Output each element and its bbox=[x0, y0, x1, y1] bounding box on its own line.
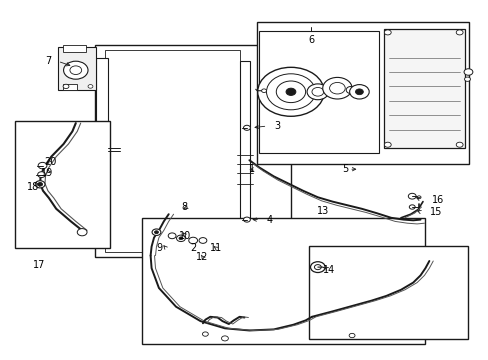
Circle shape bbox=[38, 183, 42, 186]
Text: 5: 5 bbox=[342, 164, 348, 174]
Text: 19: 19 bbox=[41, 168, 53, 178]
Circle shape bbox=[168, 233, 176, 239]
Circle shape bbox=[310, 262, 325, 273]
Circle shape bbox=[179, 237, 183, 240]
Circle shape bbox=[38, 162, 47, 169]
Circle shape bbox=[349, 85, 368, 99]
Circle shape bbox=[202, 332, 208, 336]
Text: 17: 17 bbox=[33, 260, 45, 270]
Bar bbox=[383, 29, 464, 148]
Circle shape bbox=[243, 217, 250, 222]
Circle shape bbox=[285, 88, 295, 95]
Bar bbox=[62, 45, 85, 52]
Circle shape bbox=[35, 181, 45, 188]
Circle shape bbox=[152, 229, 161, 235]
Circle shape bbox=[176, 235, 185, 242]
Circle shape bbox=[384, 142, 390, 147]
Text: 12: 12 bbox=[195, 252, 207, 262]
Bar bbox=[62, 84, 77, 90]
Circle shape bbox=[199, 238, 206, 243]
Circle shape bbox=[221, 336, 228, 341]
Text: 9: 9 bbox=[156, 243, 163, 253]
Circle shape bbox=[346, 86, 355, 94]
Circle shape bbox=[261, 89, 266, 93]
Circle shape bbox=[38, 172, 45, 177]
Circle shape bbox=[384, 30, 390, 35]
Circle shape bbox=[329, 82, 345, 94]
Circle shape bbox=[355, 89, 363, 95]
Circle shape bbox=[70, 66, 81, 75]
Circle shape bbox=[63, 61, 88, 79]
Bar bbox=[58, 47, 96, 90]
Circle shape bbox=[463, 69, 472, 75]
Text: 3: 3 bbox=[273, 121, 280, 131]
Circle shape bbox=[348, 333, 354, 338]
Circle shape bbox=[88, 85, 93, 88]
Circle shape bbox=[416, 196, 420, 199]
Circle shape bbox=[276, 81, 305, 103]
Circle shape bbox=[77, 229, 87, 236]
Circle shape bbox=[311, 87, 323, 96]
Circle shape bbox=[455, 30, 462, 35]
Circle shape bbox=[243, 125, 250, 130]
Circle shape bbox=[306, 84, 328, 100]
Bar bbox=[256, 22, 468, 164]
Circle shape bbox=[188, 237, 197, 244]
Text: 4: 4 bbox=[266, 215, 272, 225]
Text: 14: 14 bbox=[322, 265, 334, 275]
Circle shape bbox=[322, 77, 351, 99]
Text: 20: 20 bbox=[44, 157, 56, 167]
Circle shape bbox=[408, 205, 414, 209]
Text: 10: 10 bbox=[178, 231, 190, 241]
Circle shape bbox=[257, 67, 324, 116]
Text: 6: 6 bbox=[307, 35, 314, 45]
Text: 16: 16 bbox=[431, 195, 443, 205]
Bar bbox=[142, 218, 425, 344]
Circle shape bbox=[455, 142, 462, 147]
Circle shape bbox=[314, 265, 321, 270]
Circle shape bbox=[63, 84, 69, 89]
Text: 18: 18 bbox=[27, 182, 39, 192]
Bar bbox=[239, 61, 250, 236]
Circle shape bbox=[266, 74, 315, 110]
Circle shape bbox=[407, 193, 415, 199]
Text: 1: 1 bbox=[249, 164, 255, 174]
Bar bbox=[96, 58, 107, 245]
Text: 13: 13 bbox=[316, 206, 328, 216]
Bar bbox=[259, 31, 378, 153]
Text: 8: 8 bbox=[181, 202, 187, 212]
Circle shape bbox=[464, 77, 469, 81]
Text: 11: 11 bbox=[210, 243, 222, 253]
Text: 15: 15 bbox=[429, 207, 442, 217]
Bar bbox=[308, 246, 468, 339]
Bar bbox=[15, 121, 110, 248]
Bar bbox=[105, 50, 239, 252]
Text: 2: 2 bbox=[190, 243, 197, 253]
Circle shape bbox=[154, 231, 158, 234]
Text: 7: 7 bbox=[45, 56, 51, 66]
Bar bbox=[95, 45, 290, 257]
